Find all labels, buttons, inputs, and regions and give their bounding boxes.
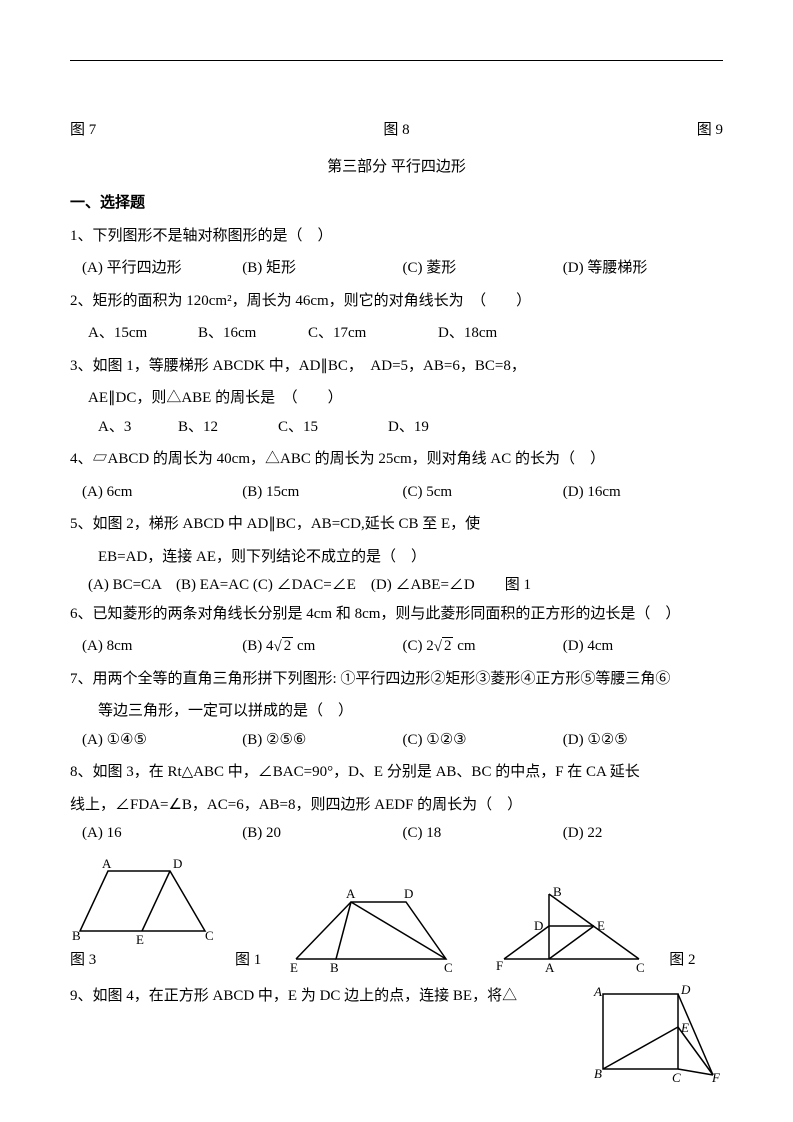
figure-4-square: A D E B C F [588, 982, 723, 1087]
svg-text:A: A [593, 984, 602, 999]
svg-text:B: B [553, 884, 562, 899]
q2-opt-a: A、15cm [88, 319, 198, 348]
question-8-line1: 8、如图 3，在 Rt△ABC 中，∠BAC=90°，D、E 分别是 AB、BC… [70, 758, 723, 787]
q4-opt-d: (D) 16cm [563, 478, 723, 507]
figure-1-trapezoid: A D B C E 图 3 [70, 856, 220, 975]
fig-ref-9: 图 9 [697, 116, 723, 145]
q2-opt-d: D、18cm [438, 319, 723, 348]
svg-text:E: E [680, 1020, 689, 1035]
q6-opt-c: (C) 22 cm [403, 632, 563, 661]
q7-opt-a: (A) ①④⑤ [82, 726, 242, 755]
q1-opt-c: (C) 菱形 [403, 254, 563, 283]
svg-text:A: A [545, 960, 555, 974]
question-5-options: (A) BC=CA (B) EA=AC (C) ∠DAC=∠E (D) ∠ABE… [70, 571, 723, 600]
svg-text:C: C [672, 1070, 681, 1085]
svg-text:E: E [290, 960, 298, 974]
question-5-line1: 5、如图 2，梯形 ABCD 中 AD∥BC，AB=CD,延长 CB 至 E，使 [70, 510, 723, 539]
svg-text:A: A [346, 886, 356, 901]
figure-3-rt-triangle: B D E F A C [494, 884, 654, 974]
svg-text:C: C [444, 960, 453, 974]
question-2: 2、矩形的面积为 120cm²，周长为 46cm，则它的对角线长为 （ ） [70, 287, 723, 316]
svg-text:E: E [136, 932, 144, 946]
question-7-line2: 等边三角形，一定可以拼成的是（ ） [70, 697, 723, 726]
svg-text:F: F [496, 958, 503, 973]
question-1: 1、下列图形不是轴对称图形的是（ ） [70, 222, 723, 251]
q3-opt-c: C、15 [278, 413, 388, 442]
question-4: 4、▱ABCD 的周长为 40cm，△ABC 的周长为 25cm，则对角线 AC… [70, 445, 723, 474]
q1-opt-b: (B) 矩形 [242, 254, 402, 283]
svg-text:B: B [330, 960, 339, 974]
svg-text:A: A [102, 856, 112, 871]
svg-text:D: D [680, 982, 691, 997]
q2-opt-c: C、17cm [308, 319, 438, 348]
q7-opt-d: (D) ①②⑤ [563, 726, 723, 755]
q3-opt-b: B、12 [178, 413, 278, 442]
q2-opt-b: B、16cm [198, 319, 308, 348]
q8-opt-a: (A) 16 [82, 819, 242, 848]
question-3-line1: 3、如图 1，等腰梯形 ABCDK 中，AD∥BC， AD=5，AB=6，BC=… [70, 352, 723, 381]
q4-opt-c: (C) 5cm [403, 478, 563, 507]
svg-text:D: D [534, 918, 543, 933]
figure-row: A D B C E 图 3 图 1 A D B C E [70, 856, 723, 975]
question-6: 6、已知菱形的两条对角线长分别是 4cm 和 8cm，则与此菱形同面积的正方形的… [70, 600, 723, 629]
q3-opt-d: D、19 [388, 413, 723, 442]
fig1-label: 图 1 [235, 946, 261, 975]
fig3-label: 图 3 [70, 946, 220, 975]
svg-text:F: F [711, 1070, 721, 1085]
q6-opt-b: (B) 42 cm [242, 632, 402, 661]
q8-opt-b: (B) 20 [242, 819, 402, 848]
q6-opt-a: (A) 8cm [82, 632, 242, 661]
q1-opt-d: (D) 等腰梯形 [563, 254, 723, 283]
question-8-line2: 线上，∠FDA=∠B，AC=6，AB=8，则四边形 AEDF 的周长为（ ） [70, 791, 723, 820]
figure-2-trapezoid: A D B C E [286, 884, 466, 974]
fig2-label: 图 2 [669, 946, 695, 975]
svg-text:B: B [72, 928, 81, 943]
svg-text:C: C [636, 960, 645, 974]
q3-opt-a: A、3 [98, 413, 178, 442]
section-heading: 第三部分 平行四边形 [70, 153, 723, 182]
q4-opt-b: (B) 15cm [242, 478, 402, 507]
svg-text:D: D [173, 856, 182, 871]
svg-text:E: E [597, 918, 605, 933]
fig-ref-8: 图 8 [383, 116, 409, 145]
svg-text:B: B [594, 1066, 602, 1081]
q8-opt-c: (C) 18 [403, 819, 563, 848]
question-3-line2: AE∥DC，则△ABE 的周长是 （ ） [70, 384, 723, 413]
q7-opt-b: (B) ②⑤⑥ [242, 726, 402, 755]
fig-ref-7: 图 7 [70, 116, 96, 145]
q8-opt-d: (D) 22 [563, 819, 723, 848]
svg-text:C: C [205, 928, 214, 943]
q1-opt-a: (A) 平行四边形 [82, 254, 242, 283]
question-7-line1: 7、用两个全等的直角三角形拼下列图形: ①平行四边形②矩形③菱形④正方形⑤等腰三… [70, 665, 723, 694]
q7-opt-c: (C) ①②③ [403, 726, 563, 755]
question-5-line2: EB=AD，连接 AE，则下列结论不成立的是（ ） [70, 543, 723, 572]
svg-text:D: D [404, 886, 413, 901]
q4-opt-a: (A) 6cm [82, 478, 242, 507]
subsection-heading: 一、选择题 [70, 189, 723, 218]
q6-opt-d: (D) 4cm [563, 632, 723, 661]
